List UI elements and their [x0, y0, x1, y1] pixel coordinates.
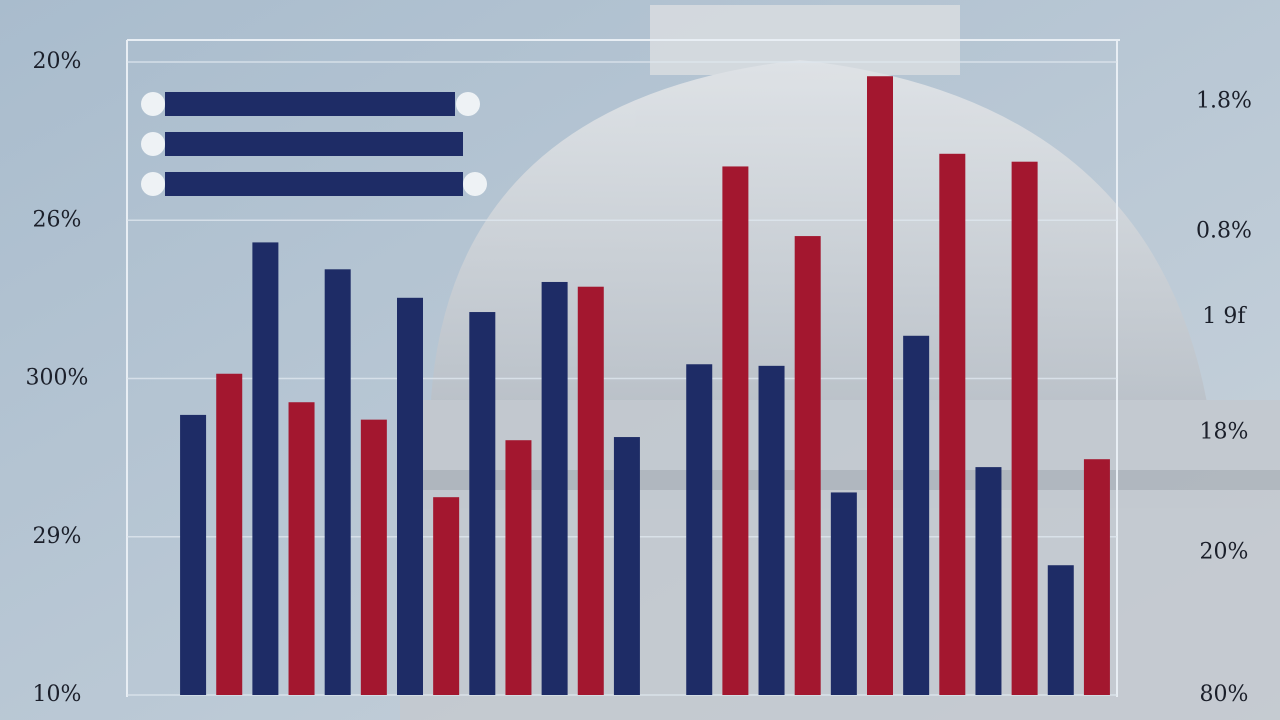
- legend: [141, 92, 487, 196]
- bar: [794, 236, 821, 695]
- bar: [180, 414, 207, 695]
- y2-tick-label: 80%: [1200, 682, 1249, 707]
- bar: [216, 373, 243, 695]
- bar: [433, 497, 460, 695]
- bar: [505, 440, 532, 695]
- bar: [758, 365, 785, 695]
- plot-frame: [126, 39, 1120, 697]
- y2-tick-label: 20%: [1200, 540, 1249, 565]
- y2-tick-label: 1.8%: [1196, 89, 1252, 114]
- y2-tick-label: 0.8%: [1196, 218, 1252, 243]
- bar: [577, 286, 604, 695]
- bar: [288, 402, 315, 695]
- bar: [939, 153, 966, 695]
- bar: [830, 492, 857, 695]
- bar: [1047, 565, 1074, 695]
- y-tick-label: 10%: [33, 682, 82, 707]
- bar: [469, 312, 496, 695]
- bar: [975, 467, 1002, 695]
- bar: [1011, 161, 1038, 695]
- y2-tick-label: 18%: [1200, 419, 1249, 444]
- y2-tick-label: 1 9f: [1202, 304, 1247, 329]
- bar: [324, 269, 351, 695]
- bar: [903, 335, 930, 695]
- bar: [686, 364, 713, 695]
- bar: [867, 76, 893, 696]
- bar: [397, 297, 423, 695]
- bar: [360, 419, 387, 695]
- y-tick-label: 300%: [26, 366, 89, 391]
- y-tick-label: 26%: [33, 207, 82, 232]
- y-tick-label: 29%: [33, 524, 82, 549]
- y-tick-label: 20%: [33, 49, 82, 74]
- bar: [613, 437, 640, 695]
- bar: [722, 166, 749, 695]
- bar: [541, 281, 568, 695]
- bar: [252, 242, 279, 695]
- bar: [1083, 459, 1110, 695]
